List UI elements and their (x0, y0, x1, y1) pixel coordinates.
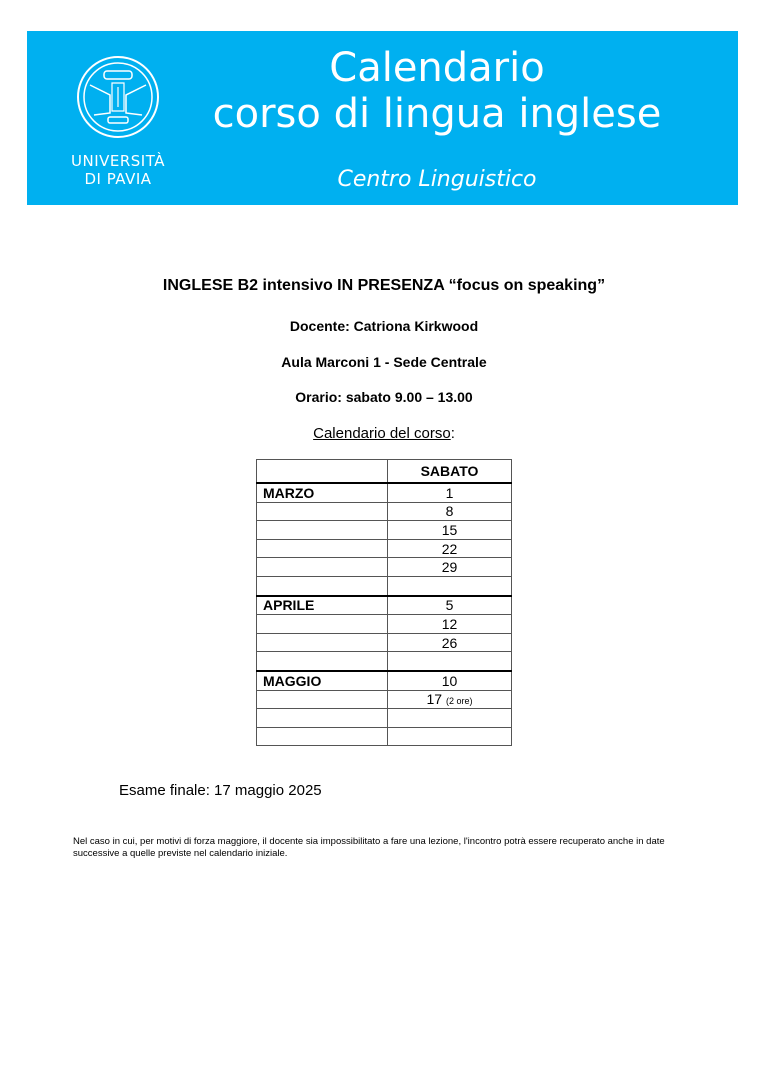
month-cell (256, 575, 388, 597)
day-value: 8 (445, 503, 454, 520)
month-cell (256, 651, 388, 672)
calendar-table: SABATO MARZO 1 8 15 22 29 APRILE 5 12 26 MAGGIO 10 1… (256, 459, 512, 747)
day-cell: 15 (387, 520, 512, 540)
title-line1: Calendario (329, 45, 545, 91)
table-row (256, 575, 512, 597)
day-cell: 17 (2 ore) (387, 689, 512, 710)
month-cell (256, 614, 388, 634)
table-row: 8 (256, 501, 512, 522)
day-note: (2 ore) (445, 696, 473, 707)
month-cell (256, 726, 388, 747)
table-row (256, 708, 512, 728)
calendar-label: Calendario del corso (313, 425, 451, 442)
table-row (256, 726, 512, 747)
day-value: 1 (445, 484, 454, 501)
room: Aula Marconi 1 - Sede Centrale (281, 354, 487, 370)
day-cell: 8 (387, 501, 512, 522)
header-banner: UNIVERSITÀ DI PAVIA Calendario corso di … (27, 31, 738, 205)
header-cell-day: SABATO (387, 459, 512, 484)
day-cell (387, 651, 512, 672)
month-cell: MARZO (256, 482, 388, 503)
teacher: Docente: Catriona Kirkwood (289, 318, 479, 334)
day-cell: 29 (387, 557, 512, 577)
day-cell: 1 (387, 482, 512, 503)
day-cell: 5 (387, 594, 512, 616)
month-cell (256, 708, 388, 728)
calendar-colon: : (450, 425, 455, 442)
logo-text-line1: UNIVERSITÀ (71, 152, 165, 170)
day-cell (387, 575, 512, 597)
day-value: 22 (441, 540, 458, 557)
course-title: INGLESE B2 intensivo IN PRESENZA “focus … (162, 277, 606, 294)
month-cell: APRILE (256, 594, 388, 616)
table-row: 15 (256, 520, 512, 540)
table-row: 17 (2 ore) (256, 689, 512, 710)
day-cell: 22 (387, 538, 512, 559)
footnote: Nel caso in cui, per motivi di forza mag… (73, 836, 665, 859)
table-row: 26 (256, 632, 512, 653)
final-exam: Esame finale: 17 maggio 2025 (119, 782, 322, 799)
header-cell-month (256, 459, 388, 484)
day-value: 10 (441, 672, 458, 689)
day-value: 15 (441, 521, 458, 538)
title-line2: corso di lingua inglese (212, 91, 662, 137)
table-header-row: SABATO (256, 459, 512, 484)
month-cell (256, 689, 388, 710)
day-value: 17 (426, 691, 443, 708)
day-cell (387, 708, 512, 728)
month-cell (256, 538, 388, 559)
day-cell: 26 (387, 632, 512, 653)
subtitle: Centro Linguistico (337, 167, 537, 192)
table-row: APRILE 5 (256, 594, 512, 616)
table-row: 29 (256, 557, 512, 577)
table-row: MARZO 1 (256, 482, 512, 503)
logo-text-line2: DI PAVIA (84, 170, 152, 188)
table-row: 22 (256, 538, 512, 559)
day-cell: 10 (387, 669, 512, 691)
month-cell (256, 520, 388, 540)
day-value: 29 (441, 559, 458, 576)
day-value: 5 (445, 597, 454, 614)
day-cell: 12 (387, 614, 512, 634)
month-cell (256, 632, 388, 653)
calendar-label-wrap: Calendario del corso: (0, 425, 768, 442)
month-cell (256, 557, 388, 577)
table-row (256, 651, 512, 672)
day-value: 26 (441, 634, 458, 651)
day-value: 12 (441, 615, 458, 632)
month-cell: MAGGIO (256, 669, 388, 691)
university-seal-icon (77, 56, 159, 138)
university-logo: UNIVERSITÀ DI PAVIA (67, 55, 169, 188)
day-cell (387, 726, 512, 747)
table-row: 12 (256, 614, 512, 634)
table-row: MAGGIO 10 (256, 669, 512, 691)
schedule: Orario: sabato 9.00 – 13.00 (295, 389, 473, 405)
month-cell (256, 501, 388, 522)
